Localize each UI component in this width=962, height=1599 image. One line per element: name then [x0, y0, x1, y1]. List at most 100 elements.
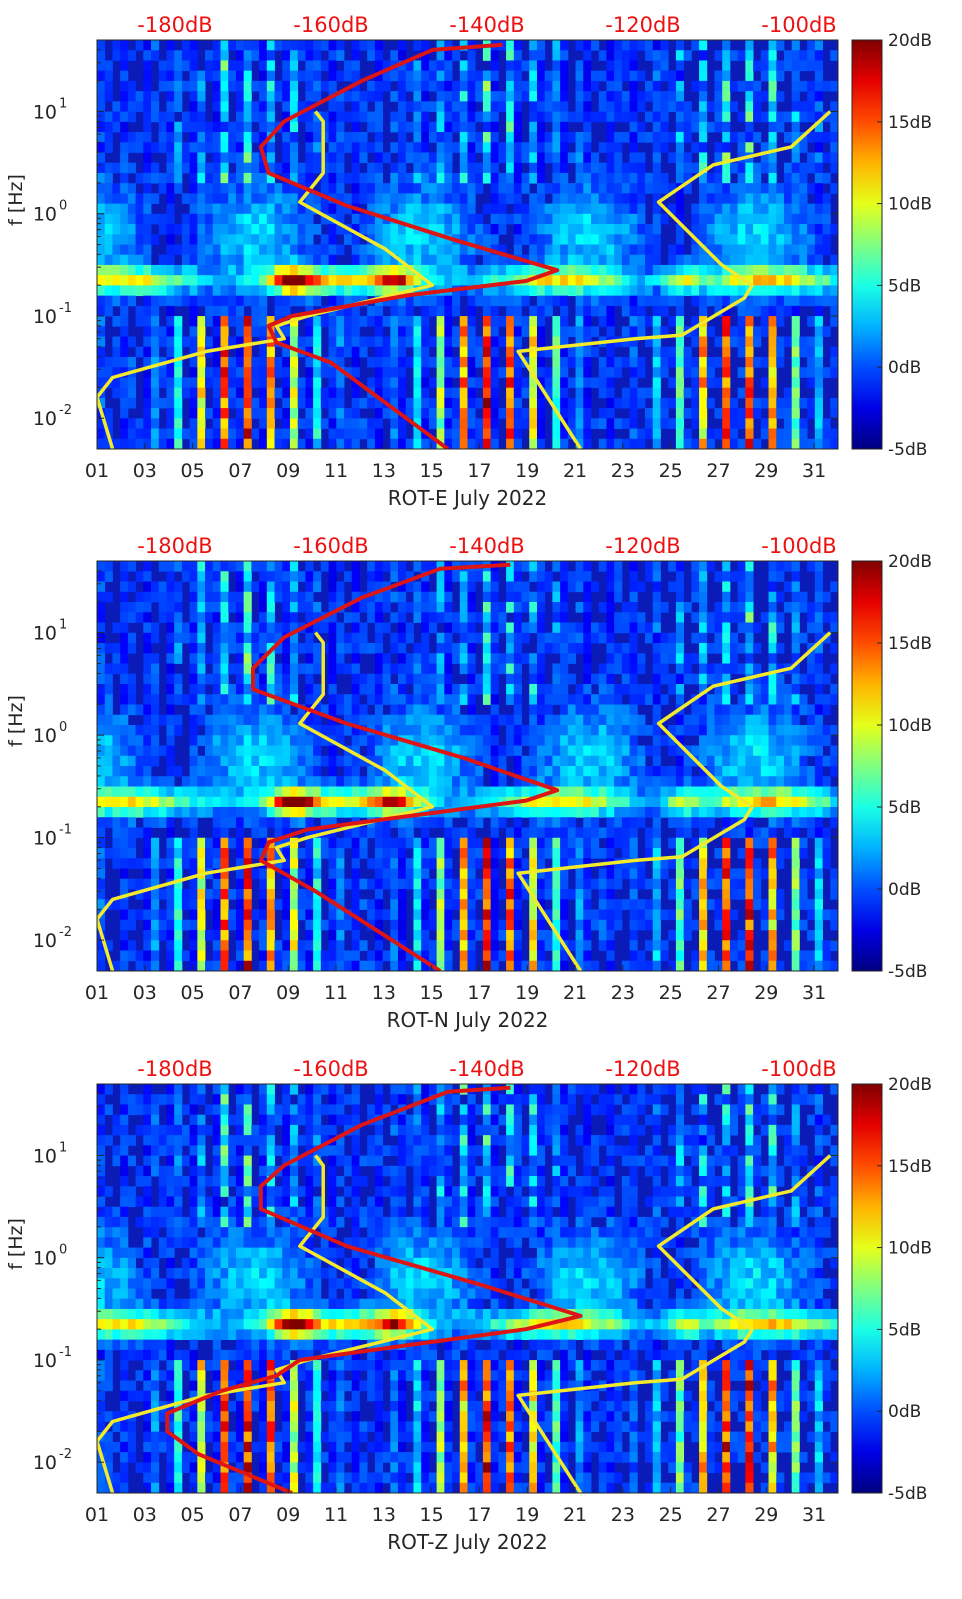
heatmap-cell — [120, 878, 129, 890]
heatmap-cell — [143, 428, 152, 440]
heatmap-cell — [783, 408, 793, 419]
heatmap-cell — [536, 50, 546, 61]
heatmap-cell — [413, 121, 422, 133]
heatmap-cell — [220, 755, 229, 767]
heatmap-cell — [97, 868, 106, 880]
heatmap-cell — [475, 612, 484, 623]
heatmap-cell — [536, 172, 546, 184]
heatmap-cell — [490, 581, 499, 593]
heatmap-cell — [243, 40, 252, 51]
heatmap-cell — [374, 858, 383, 869]
heatmap-cell — [444, 162, 453, 174]
heatmap-cell — [536, 295, 546, 307]
heatmap-cell — [614, 203, 623, 215]
heatmap-cell — [529, 356, 538, 368]
heatmap-cell — [313, 735, 322, 746]
heatmap-cell — [428, 940, 438, 951]
heatmap-cell — [637, 285, 646, 297]
heatmap-cell — [552, 244, 561, 256]
heatmap-cell — [482, 622, 492, 634]
heatmap-cell — [97, 224, 106, 235]
heatmap-cell — [645, 316, 654, 327]
heatmap-cell — [428, 172, 438, 184]
heatmap-cell — [367, 172, 376, 184]
heatmap-cell — [699, 275, 708, 286]
heatmap-cell — [251, 796, 260, 808]
heatmap-cell — [282, 591, 291, 603]
heatmap-cell — [405, 653, 414, 664]
heatmap-cell — [143, 387, 152, 399]
heatmap-cell — [506, 305, 515, 317]
heatmap-cell — [313, 377, 322, 389]
heatmap-cell — [745, 438, 754, 449]
heatmap-cell — [359, 807, 368, 818]
heatmap-cell — [104, 561, 113, 572]
heatmap-cell — [120, 213, 129, 225]
heatmap-cell — [181, 776, 191, 787]
heatmap-cell — [97, 438, 106, 449]
heatmap-cell — [699, 132, 708, 143]
heatmap-cell — [251, 152, 260, 164]
heatmap-cell — [452, 714, 461, 726]
heatmap-cell — [567, 418, 576, 429]
heatmap-cell — [575, 254, 584, 266]
heatmap-cell — [336, 899, 345, 910]
heatmap-cell — [289, 275, 299, 286]
heatmap-cell — [467, 725, 476, 736]
heatmap-cell — [289, 776, 299, 787]
heatmap-cell — [120, 889, 129, 900]
heatmap-cell — [544, 183, 553, 194]
heatmap-cell — [189, 622, 198, 634]
heatmap-cell — [259, 878, 268, 890]
heatmap-cell — [189, 234, 198, 245]
heatmap-cell — [220, 858, 229, 869]
heatmap-cell — [506, 326, 515, 337]
heatmap-cell — [490, 295, 499, 307]
heatmap-cell — [529, 377, 538, 389]
heatmap-cell — [675, 224, 685, 235]
heatmap-cell — [405, 602, 414, 613]
heatmap-cell — [181, 80, 191, 92]
heatmap-cell — [807, 285, 816, 297]
heatmap-cell — [251, 930, 260, 941]
heatmap-cell — [143, 827, 152, 839]
heatmap-cell — [313, 316, 322, 327]
heatmap-cell — [367, 397, 376, 409]
heatmap-cell — [444, 868, 453, 880]
heatmap-cell — [428, 264, 438, 276]
heatmap-cell — [351, 142, 360, 153]
heatmap-cell — [235, 714, 245, 726]
heatmap-cell — [197, 960, 206, 971]
heatmap-cell — [536, 40, 546, 51]
spectrogram-heatmap — [97, 561, 838, 971]
heatmap-cell — [112, 858, 121, 869]
heatmap-cell — [413, 745, 422, 757]
heatmap-cell — [135, 418, 144, 429]
heatmap-cell — [444, 909, 453, 921]
heatmap-cell — [359, 786, 368, 798]
heatmap-cell — [259, 377, 268, 389]
heatmap-cell — [166, 234, 175, 245]
heatmap-cell — [467, 121, 476, 133]
heatmap-cell — [320, 704, 329, 716]
heatmap-cell — [212, 234, 221, 245]
heatmap-cell — [259, 316, 268, 327]
heatmap-cell — [166, 663, 175, 675]
heatmap-cell — [413, 193, 422, 205]
heatmap-cell — [452, 356, 461, 368]
heatmap-cell — [675, 264, 685, 276]
heatmap-cell — [560, 367, 569, 378]
heatmap-cell — [251, 377, 260, 389]
heatmap-cell — [606, 367, 615, 378]
heatmap-cell — [336, 725, 345, 736]
heatmap-cell — [583, 213, 592, 225]
heatmap-cell — [714, 428, 723, 440]
heatmap-cell — [413, 213, 422, 225]
heatmap-cell — [722, 387, 731, 399]
heatmap-cell — [151, 796, 160, 808]
heatmap-cell — [544, 377, 553, 389]
heatmap-cell — [737, 316, 746, 327]
colorbar — [851, 39, 883, 450]
heatmap-cell — [189, 868, 198, 880]
heatmap-cell — [745, 254, 754, 266]
